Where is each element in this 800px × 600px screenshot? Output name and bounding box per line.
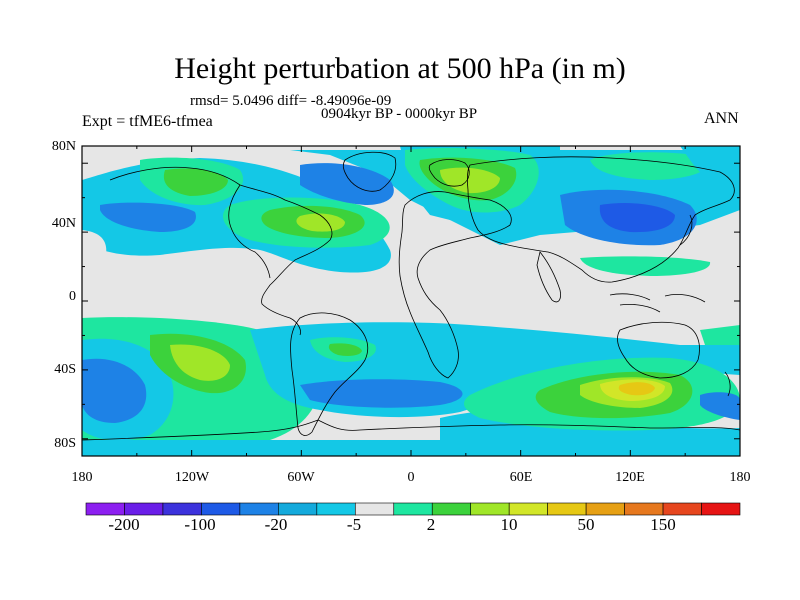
contour-midgreen: [163, 168, 228, 196]
coastlines: [82, 151, 740, 441]
experiment-label: Expt = tfME6-tfmea: [82, 113, 213, 130]
colorbar-swatch: [124, 502, 164, 516]
contour-lightblue: [680, 146, 740, 200]
colorbar-label: -100: [184, 515, 216, 534]
plot-title: Height perturbation at 500 hPa (in m): [174, 52, 626, 85]
colorbar-label: -200: [108, 515, 140, 534]
contour-blue: [100, 202, 196, 232]
contour-yellowgreen: [440, 167, 500, 194]
lat-label: 80N: [51, 139, 76, 154]
coastline-scandinavia: [428, 159, 470, 187]
coastline-south-america: [290, 312, 369, 436]
lat-label: 80S: [54, 436, 76, 451]
coastline-europe-africa: [398, 191, 512, 379]
colorbar-label: 2: [426, 515, 436, 534]
colorbar-swatch: [239, 502, 279, 516]
contour-field: [82, 146, 740, 456]
colorbar-label: -5: [346, 515, 362, 534]
colorbar-swatch: [162, 502, 202, 516]
colorbar-swatch: [585, 502, 625, 516]
contour-blue: [700, 392, 740, 420]
contour-neutral: [82, 230, 107, 262]
season-label: ANN: [704, 110, 739, 127]
colorbar-swatch: [624, 502, 664, 516]
coastline-india: [536, 251, 561, 303]
period-label: 0904kyr BP - 0000kyr BP: [321, 106, 478, 122]
colorbar-label: 50: [577, 515, 595, 534]
colorbar-swatch: [431, 502, 472, 516]
contour-yellowgreen: [170, 344, 230, 381]
lat-label: 0: [69, 289, 76, 304]
contour-green: [700, 325, 740, 345]
lon-label: 120W: [174, 470, 210, 485]
contour-orange: [618, 382, 655, 396]
lon-label: 60E: [509, 470, 533, 485]
coastline-australia: [617, 321, 700, 379]
lon-label: 0: [407, 470, 415, 485]
lon-label: 120E: [615, 470, 645, 485]
lat-label: 40N: [51, 216, 76, 231]
colorbar: [85, 502, 741, 516]
coastline-asia: [467, 156, 735, 283]
lat-label: 40S: [54, 362, 76, 377]
colorbar-swatch: [508, 502, 548, 516]
coastline-antarctica: [82, 419, 740, 441]
coastline-new-zealand: [724, 371, 731, 397]
coastline-greenland: [342, 151, 397, 192]
colorbar-swatch: [354, 502, 395, 516]
colorbar-swatch: [470, 502, 510, 516]
colorbar-swatch: [201, 502, 241, 516]
colorbar-label: 10: [500, 515, 518, 534]
colorbar-swatch: [701, 502, 741, 516]
coastline-japan: [679, 214, 693, 246]
colorbar-swatch: [662, 502, 702, 516]
lon-label: 60W: [287, 470, 315, 485]
colorbar-swatch: [393, 502, 433, 516]
contour-blue: [82, 358, 147, 423]
contour-midgreen: [328, 343, 362, 356]
axis-ticks: [81, 146, 741, 456]
coastline-maritime: [609, 293, 706, 313]
colorbar-swatch: [278, 502, 318, 516]
colorbar-label: -20: [264, 515, 288, 534]
contour-green: [580, 256, 711, 276]
lon-label: 180: [729, 470, 751, 485]
colorbar-swatch: [85, 502, 125, 516]
colorbar-label: 150: [650, 515, 676, 534]
contour-darkblue: [599, 203, 675, 233]
lon-label: 180: [71, 470, 93, 485]
colorbar-swatch: [547, 502, 587, 516]
stats-line: rmsd= 5.0496 diff= -8.49096e-09: [190, 93, 392, 109]
coastline-north-america: [109, 166, 333, 336]
colorbar-swatch: [316, 502, 356, 516]
contour-blue: [300, 163, 394, 205]
contour-yellowgreen: [296, 213, 345, 232]
contour-green: [590, 152, 711, 180]
